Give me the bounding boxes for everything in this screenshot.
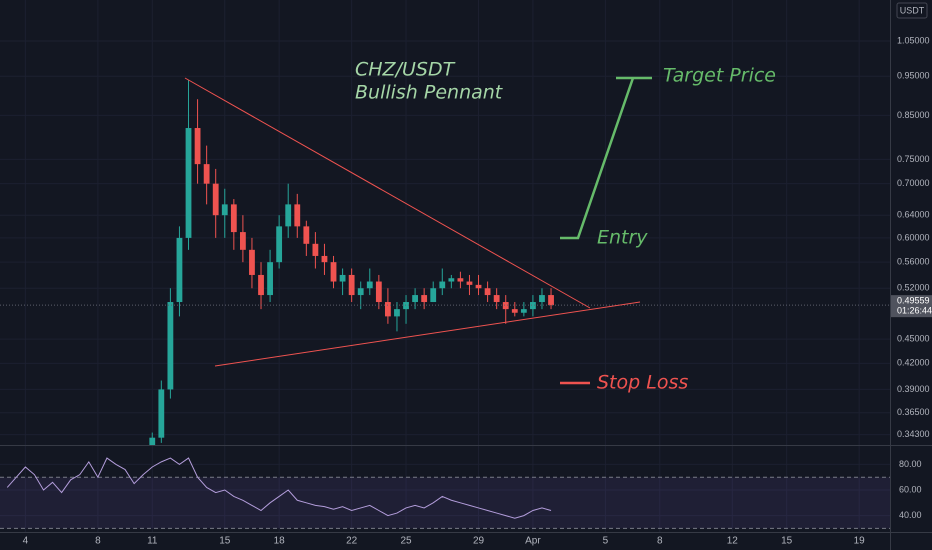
candle-body [221,204,228,216]
lower-trendline [214,301,641,367]
y-tick-label: 0.85000 [897,110,930,120]
candle-body [203,164,210,184]
upper-trendline [184,77,591,309]
rsi-tick-label: 60.00 [899,484,922,494]
last-price-box [891,295,932,318]
currency-box [896,2,928,19]
y-tick-label: 0.60000 [897,232,930,242]
y-tick-label: 0.42000 [897,358,930,368]
currency-label: USDT [900,5,925,15]
y-tick-label: 0.34300 [897,429,930,439]
rsi-line [6,457,552,519]
candle-body [412,295,418,303]
y-tick-label: 0.45000 [897,333,930,343]
chart-subtitle: Bullish Pennant [355,82,504,104]
candle-body [421,295,428,303]
candle-body [294,204,301,227]
candle-body [185,128,192,238]
candle-body [303,226,310,244]
x-tick-label: 12 [727,536,739,547]
candle-body [158,389,165,438]
x-tick-label: 18 [274,536,286,547]
candle-body [539,295,545,303]
candle-body [339,274,346,282]
candle-body [430,288,437,303]
y-tick-label: 0.95000 [897,71,930,81]
entry-label: Entry [597,227,648,249]
rsi-band [0,477,890,529]
candle-body [330,262,337,282]
candle-body [448,278,455,282]
candle-body [230,204,237,233]
candle-body [149,437,156,445]
candle-body [484,288,491,296]
candle-body [375,281,382,303]
x-tick-label: 5 [603,536,609,547]
x-tick-label: 29 [473,536,485,547]
x-tick-label: 11 [147,536,158,547]
candle-body [167,302,174,390]
x-tick-label: 15 [781,536,793,547]
candle-body [312,243,319,256]
x-tick-label: 4 [23,536,29,547]
x-tick-label: 15 [219,536,231,547]
candle-body [258,274,264,296]
candle-body [357,288,364,296]
x-tick-label: 8 [657,536,663,547]
candle-body [212,183,219,216]
candle-body [475,284,482,289]
x-tick-label: Apr [525,536,541,547]
x-tick-label: 25 [400,536,412,547]
candle-body [520,309,527,313]
candle-body [239,232,246,250]
rsi-tick-label: 40.00 [899,510,922,520]
x-tick-label: 22 [346,536,358,547]
x-tick-label: 8 [95,536,101,547]
rsi-tick-label: 80.00 [899,459,922,469]
target-path [560,77,635,240]
candle-body [176,237,183,303]
y-tick-label: 0.70000 [897,178,930,188]
candle-body [394,309,400,317]
stop-label: Stop Loss [597,372,688,394]
target-label: Target Price [663,65,776,87]
candle-body [194,128,201,165]
y-tick-label: 0.52000 [897,283,930,293]
candle-body [267,262,273,296]
candle-body [502,302,509,310]
candle-body [493,295,500,303]
candle-body [321,255,328,263]
x-tick-label: 19 [854,536,866,547]
last-price-label: 0.49559 [897,296,930,306]
chart-title: CHZ/USDT [355,59,456,81]
candle-body [530,302,536,310]
y-tick-label: 0.64000 [897,210,930,220]
candle-body [249,249,255,275]
candle-body [439,281,446,289]
candle-body [403,302,409,310]
candle-body [548,295,554,306]
y-tick-label: 0.39000 [897,384,930,394]
candle-body [276,226,283,263]
candle-body [466,281,473,285]
candle-body [385,302,391,317]
candle-body [457,278,464,282]
y-tick-label: 0.56000 [897,257,930,267]
candle-body [366,281,373,289]
y-tick-label: 0.36500 [897,407,930,417]
candle-body [348,274,355,296]
countdown-label: 01:26:44 [897,306,932,316]
y-tick-label: 1.05000 [897,35,930,45]
y-tick-label: 0.75000 [897,154,930,164]
candle-body [285,204,292,227]
candle-body [511,309,518,313]
